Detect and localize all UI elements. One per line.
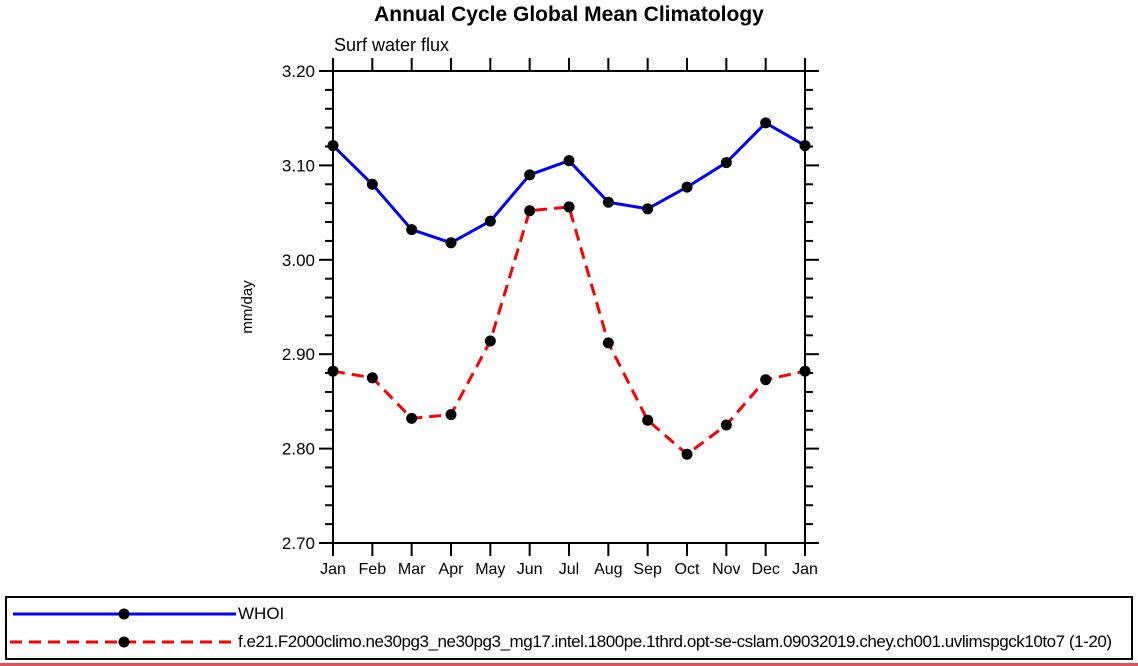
plot-frame	[332, 70, 806, 544]
y-tick-label: 2.70	[282, 534, 315, 553]
data-point-marker	[524, 205, 536, 217]
plot-canvas: Jan Feb Mar Apr May Jun Jul Aug Sep Oct Nov Dec Jan 3…	[239, 58, 819, 578]
legend-line-sample-dashed	[10, 636, 236, 648]
data-point-marker	[406, 224, 418, 236]
legend-marker-dot	[118, 608, 130, 620]
data-point-marker	[445, 409, 457, 421]
data-point-marker	[720, 419, 732, 431]
legend-entry-model: f.e21.F2000climo.ne30pg3_ne30pg3_mg17.in…	[10, 628, 1112, 656]
x-tick-label: Sep	[633, 561, 662, 578]
data-point-marker	[484, 215, 496, 227]
data-point-marker	[366, 178, 378, 190]
data-point-marker	[642, 203, 654, 215]
x-tick-label: Jun	[517, 561, 543, 578]
series-line-1	[332, 205, 806, 456]
x-tick-label: May	[475, 561, 505, 578]
data-point-marker	[484, 335, 496, 347]
x-tick-label: Dec	[751, 561, 779, 578]
data-point-marker	[760, 117, 772, 129]
legend-label-whoi: WHOI	[238, 604, 285, 623]
y-tick-label: 2.90	[282, 345, 315, 364]
legend-entry-whoi: WHOI	[10, 600, 284, 628]
x-tick-label: Mar	[398, 561, 426, 578]
data-point-marker	[602, 196, 614, 208]
data-point-marker	[406, 412, 418, 424]
x-tick-label: Aug	[594, 561, 622, 578]
clipped-red-line	[0, 663, 1138, 666]
series-line-0	[331, 121, 806, 245]
x-tick-label: Jul	[559, 561, 579, 578]
chart-subtitle: Surf water flux	[334, 35, 450, 55]
legend-box: WHOI f.e21.F2000climo.ne30pg3_ne30pg3_mg…	[5, 596, 1133, 660]
data-point-marker	[602, 337, 614, 349]
x-tick-label: Oct	[675, 561, 700, 578]
data-point-marker	[524, 169, 536, 181]
x-tick-label: Nov	[712, 561, 740, 578]
data-point-marker	[366, 372, 378, 384]
data-point-marker	[563, 201, 575, 213]
legend-marker-dot	[118, 636, 130, 648]
data-point-marker	[327, 365, 339, 377]
data-point-marker	[642, 414, 654, 426]
data-point-marker	[681, 448, 693, 460]
y-axis-title: mm/day	[239, 280, 256, 334]
legend-label-model: f.e21.F2000climo.ne30pg3_ne30pg3_mg17.in…	[238, 632, 1112, 651]
chart-title: Annual Cycle Global Mean Climatology	[374, 3, 764, 26]
x-tick-label: Feb	[359, 561, 387, 578]
y-tick-label: 3.00	[282, 251, 315, 270]
data-point-marker	[799, 140, 811, 152]
data-point-marker	[681, 181, 693, 193]
legend-line-sample-solid	[13, 608, 236, 620]
y-tick-label: 2.80	[282, 440, 315, 459]
data-point-marker	[760, 374, 772, 386]
data-point-marker	[445, 237, 457, 249]
data-point-marker	[720, 157, 732, 169]
data-point-marker	[327, 140, 339, 152]
x-tick-label: Jan	[792, 561, 818, 578]
x-tick-label: Jan	[320, 561, 346, 578]
y-tick-label: 3.10	[282, 156, 315, 175]
y-tick-label: 3.20	[282, 62, 315, 81]
x-tick-label: Apr	[439, 561, 465, 578]
data-point-marker	[563, 155, 575, 167]
data-point-marker	[799, 365, 811, 377]
